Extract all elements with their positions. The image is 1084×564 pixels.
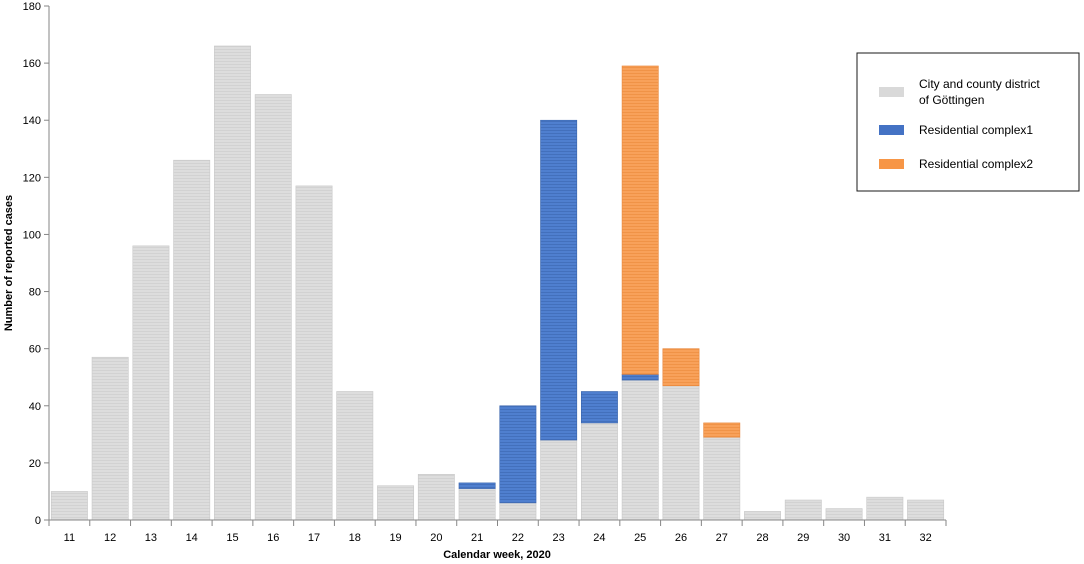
y-tick-label: 160 — [23, 58, 41, 70]
bar-week-28-series-1 — [744, 511, 781, 521]
y-tick-label: 100 — [23, 229, 41, 241]
y-tick-label: 80 — [29, 287, 41, 299]
bar-week-31-series-1 — [866, 496, 904, 521]
x-tick-label: 11 — [64, 532, 75, 544]
bar-week-20-series-1 — [417, 474, 455, 521]
x-tick-label: 23 — [553, 532, 565, 544]
bar-week-16-series-1 — [254, 94, 292, 521]
bar-week-25-series-3 — [621, 65, 659, 375]
bar-week-12-series-1 — [91, 356, 129, 521]
y-tick-label: 140 — [23, 115, 41, 127]
x-tick-label: 13 — [145, 532, 157, 544]
x-tick-label: 25 — [634, 532, 646, 544]
y-tick-label: 20 — [29, 458, 41, 470]
bar-week-25-series-2 — [621, 374, 659, 381]
x-tick-label: 31 — [879, 532, 891, 544]
bar-week-14-series-1 — [173, 159, 211, 521]
bar-week-22-series-2 — [499, 405, 537, 504]
x-tick-label: 21 — [471, 532, 483, 544]
bar-week-24-series-1 — [580, 422, 618, 521]
x-tick-label: 27 — [716, 532, 728, 544]
bar-week-15-series-1 — [214, 45, 251, 521]
bar-week-30-series-1 — [825, 508, 863, 521]
bar-week-21-series-2 — [458, 482, 496, 489]
x-tick-label: 32 — [919, 532, 931, 544]
x-tick-label: 19 — [389, 532, 401, 544]
legend-swatch-3 — [879, 159, 904, 169]
bar-week-29-series-1 — [784, 499, 822, 521]
bar-week-23-series-1 — [540, 439, 578, 521]
x-tick-label: 20 — [430, 532, 442, 544]
bar-week-24-series-2 — [580, 391, 618, 424]
y-tick-label: 0 — [35, 515, 41, 527]
legend-label-1: City and county district — [919, 77, 1040, 91]
x-tick-label: 18 — [349, 532, 361, 544]
y-tick-label: 120 — [23, 172, 41, 184]
legend: City and county district of Göttingen Resi… — [856, 52, 1080, 192]
y-tick-label: 40 — [29, 401, 41, 413]
x-tick-label: 22 — [512, 532, 524, 544]
bar-week-19-series-1 — [377, 485, 415, 521]
legend-swatch-1 — [879, 87, 904, 97]
axes-layer: 0 20 40 60 80 100 120 140 160 180 11 12 13 14 15 16 17 18… — [23, 1, 947, 544]
bar-week-27-series-1 — [703, 436, 741, 521]
bar-week-22-series-1 — [499, 502, 537, 521]
x-tick-label: 12 — [104, 532, 116, 544]
bar-week-21-series-1 — [458, 488, 496, 521]
bar-week-25-series-1 — [621, 379, 659, 521]
x-tick-label: 24 — [593, 532, 605, 544]
x-axis-title: Calendar week, 2020 — [443, 549, 551, 561]
x-tick-label: 16 — [267, 532, 279, 544]
legend-label-2: Residential complex1 — [919, 123, 1033, 137]
legend-swatch-2 — [879, 125, 904, 135]
legend-label-3: Residential complex2 — [919, 157, 1033, 171]
x-tick-label: 14 — [186, 532, 198, 544]
x-tick-label: 28 — [756, 532, 768, 544]
y-tick-label: 60 — [29, 344, 41, 356]
bar-week-23-series-2 — [540, 119, 578, 441]
bar-week-27-series-3 — [703, 422, 741, 438]
bar-week-11-series-1 — [50, 491, 88, 521]
bar-week-13-series-1 — [132, 245, 170, 521]
y-axis-title: Number of reported cases — [3, 195, 15, 331]
bar-week-26-series-3 — [662, 348, 700, 387]
y-tick-label: 180 — [23, 1, 41, 13]
legend-label-1: of Göttingen — [919, 93, 984, 107]
bar-week-18-series-1 — [336, 391, 374, 521]
x-tick-label: 29 — [797, 532, 809, 544]
bar-week-26-series-1 — [662, 385, 700, 521]
x-tick-label: 26 — [675, 532, 687, 544]
x-tick-label: 30 — [838, 532, 850, 544]
bars-layer — [50, 45, 945, 521]
bar-week-32-series-1 — [907, 499, 945, 521]
x-tick-label: 15 — [226, 532, 238, 544]
x-tick-label: 17 — [308, 532, 320, 544]
bar-week-17-series-1 — [295, 185, 333, 521]
